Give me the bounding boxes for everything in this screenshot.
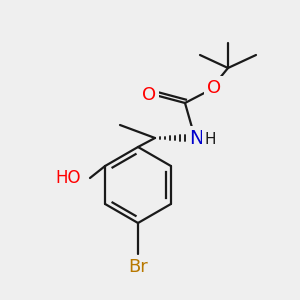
Text: Br: Br <box>128 258 148 276</box>
Text: N: N <box>189 128 203 148</box>
Text: H: H <box>204 133 216 148</box>
Text: HO: HO <box>55 169 81 187</box>
Text: O: O <box>142 86 156 104</box>
Text: O: O <box>207 79 221 97</box>
